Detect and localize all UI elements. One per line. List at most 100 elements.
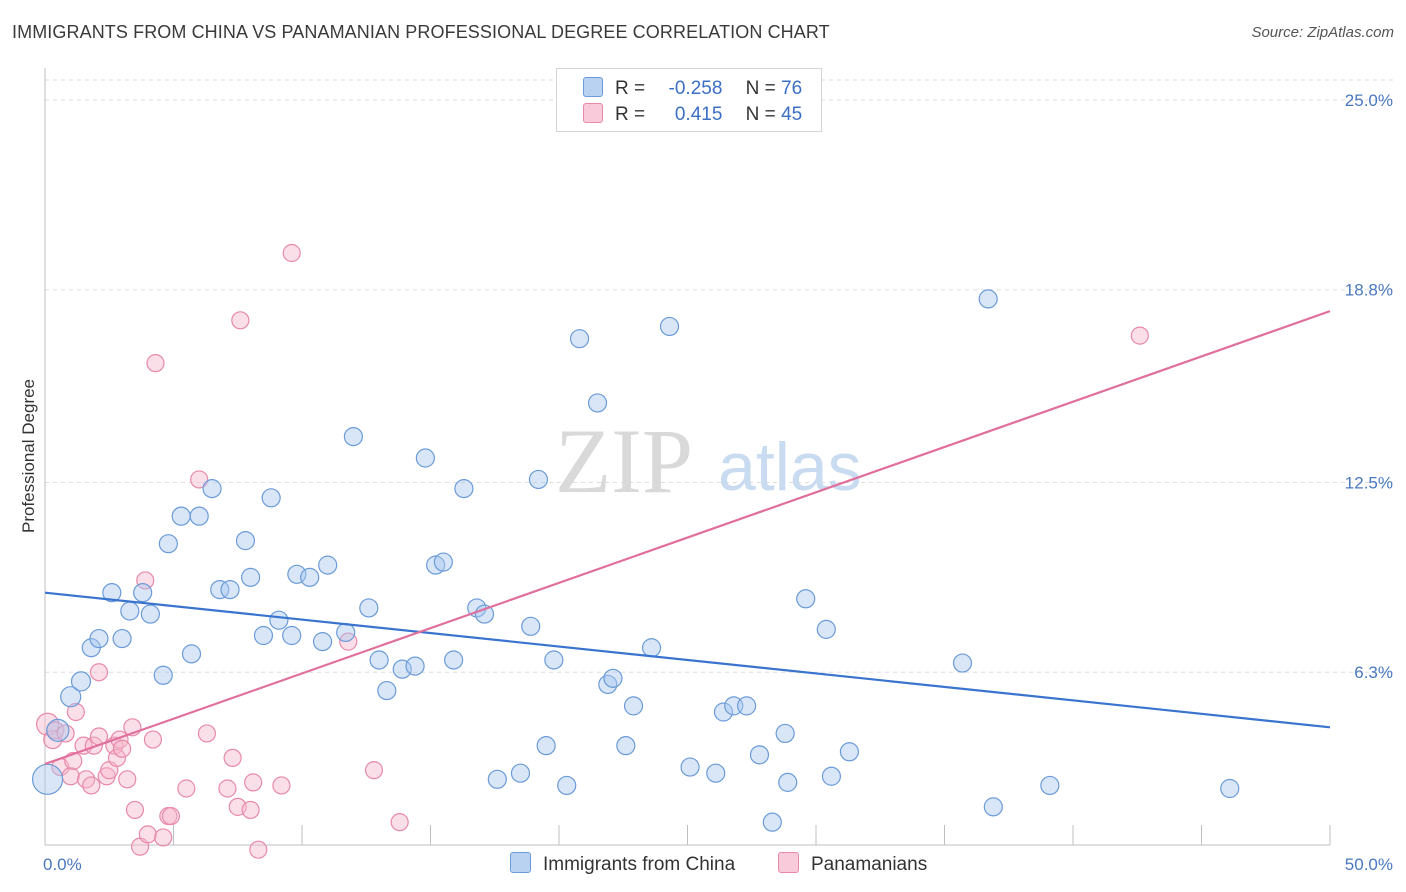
- panamanian-point: [56, 724, 75, 743]
- panamanian-point: [1130, 326, 1149, 345]
- china-point: [598, 674, 618, 695]
- china-point: [528, 469, 549, 490]
- trend-lines: [44, 310, 1331, 766]
- bottom-legend-swatch-panamanians: [778, 852, 799, 873]
- panamanian-point: [143, 730, 163, 749]
- china-point: [405, 656, 425, 676]
- china-point: [444, 650, 464, 670]
- legend-swatch-china: [583, 77, 603, 97]
- china-point: [189, 506, 209, 526]
- y-tick-label: 12.5%: [1345, 474, 1393, 493]
- bottom-legend-panamanians: Panamanians: [778, 852, 927, 876]
- panamanian-trend-line: [44, 310, 1331, 766]
- china-point: [603, 668, 623, 688]
- china-point: [839, 742, 860, 762]
- legend-n-value: 45: [781, 104, 803, 125]
- china-point: [544, 650, 564, 670]
- china-point: [60, 686, 82, 708]
- china-point: [202, 479, 222, 499]
- legend-row-panamanians: R = 0.415 N = 45: [583, 103, 802, 127]
- china-point: [433, 552, 453, 572]
- china-point: [140, 604, 160, 624]
- panamanian-point: [218, 779, 237, 798]
- bottom-legend-label-china: Immigrants from China: [543, 854, 736, 875]
- bottom-legend-swatch-china: [510, 852, 531, 873]
- china-point: [816, 619, 836, 639]
- watermark-atlas: atlas: [718, 429, 862, 505]
- china-point: [749, 745, 770, 765]
- panamanian-point: [190, 470, 209, 489]
- china-point: [454, 479, 474, 499]
- china-point: [706, 763, 726, 783]
- china-point: [112, 628, 132, 649]
- panamanian-point: [82, 776, 101, 795]
- axes: [44, 68, 1331, 846]
- watermark-zip: ZIP: [555, 410, 693, 512]
- china-point: [762, 812, 782, 832]
- panamanian-point: [282, 243, 301, 263]
- china-point: [300, 567, 320, 587]
- china-points: [31, 289, 1240, 832]
- china-point: [31, 763, 64, 795]
- china-point: [487, 769, 507, 789]
- china-point: [318, 555, 338, 575]
- chart-title: IMMIGRANTS FROM CHINA VS PANAMANIAN PROF…: [12, 22, 830, 42]
- china-point: [1220, 778, 1240, 799]
- panamanian-point: [244, 773, 263, 792]
- china-point: [616, 736, 636, 756]
- china-point: [978, 289, 998, 309]
- china-point: [46, 718, 70, 742]
- bottom-legend-china: Immigrants from China: [510, 852, 735, 876]
- legend-r-label: R =: [615, 78, 646, 99]
- panamanian-point: [66, 702, 85, 722]
- panamanian-point: [154, 828, 173, 847]
- china-point: [153, 665, 173, 685]
- china-point: [737, 696, 757, 716]
- china-point: [102, 583, 122, 603]
- china-point: [312, 632, 333, 652]
- legend-swatch-panamanians: [583, 103, 603, 123]
- china-point: [587, 393, 608, 413]
- bottom-legend-label-panamanians: Panamanians: [811, 854, 928, 875]
- china-point: [510, 763, 531, 783]
- china-point: [343, 427, 363, 447]
- china-point: [1040, 775, 1060, 796]
- china-point: [220, 579, 240, 600]
- china-point: [235, 531, 256, 551]
- watermark: ZIP atlas: [555, 410, 862, 512]
- china-point: [778, 772, 798, 792]
- china-point: [641, 638, 662, 658]
- china-point: [623, 696, 644, 716]
- china-point: [359, 598, 379, 618]
- china-point: [680, 757, 700, 777]
- x-tick-label: 50.0%: [1345, 855, 1393, 874]
- source-label: Source: ZipAtlas.com: [1251, 24, 1394, 41]
- panamanians-points: [35, 243, 1149, 859]
- panamanian-point: [107, 748, 127, 768]
- panamanian-point: [161, 806, 181, 826]
- china-point: [557, 775, 577, 796]
- china-point: [521, 616, 541, 636]
- china-point: [775, 723, 795, 744]
- x-tick-label: 0.0%: [43, 855, 82, 874]
- panamanian-point: [138, 825, 157, 844]
- y-axis-title: Professional Degree: [19, 379, 38, 533]
- legend-r-value: -0.258: [668, 78, 723, 99]
- china-point: [336, 622, 356, 643]
- legend-row-china: R = -0.258 N = 76: [583, 77, 802, 101]
- china-point: [536, 736, 556, 756]
- panamanian-point: [136, 571, 155, 590]
- china-point: [269, 610, 289, 630]
- panamanian-point: [390, 813, 409, 832]
- china-point: [569, 329, 590, 349]
- y-tick-label: 18.8%: [1345, 281, 1393, 300]
- china-point: [158, 534, 178, 554]
- legend-r-label: R =: [615, 104, 646, 125]
- china-point: [426, 555, 446, 575]
- panamanian-point: [197, 724, 217, 743]
- panamanian-point: [177, 779, 196, 798]
- legend-n-label: N =: [745, 104, 776, 125]
- stats-legend: R = -0.258 N = 76 R = 0.415 N = 45: [556, 68, 822, 132]
- panamanian-point: [125, 800, 145, 820]
